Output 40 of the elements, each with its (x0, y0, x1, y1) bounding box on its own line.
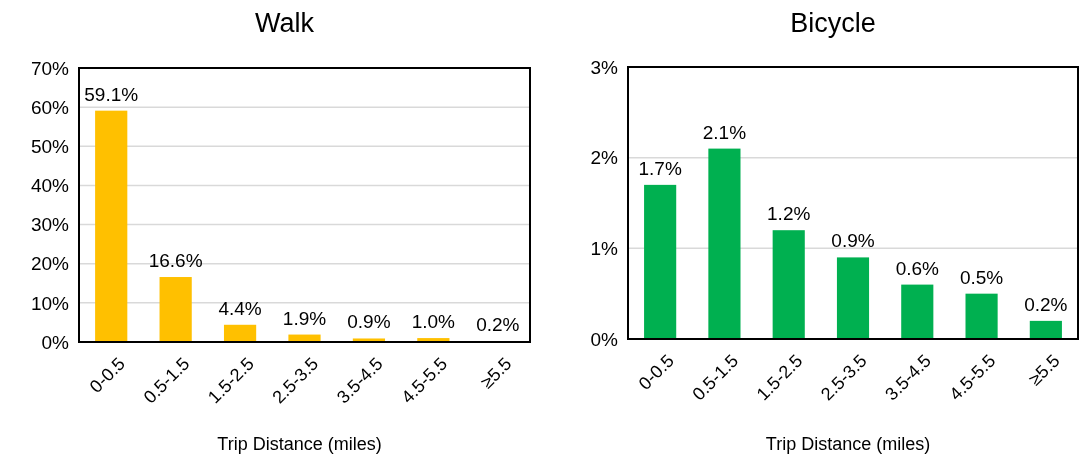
y-tick-label: 50% (30, 135, 70, 157)
bar (95, 110, 128, 342)
data-label: 16.6% (148, 250, 203, 272)
y-tick-label: 0% (41, 331, 70, 353)
y-tick-label: 20% (30, 253, 70, 275)
data-label: 59.1% (84, 83, 139, 105)
bar (1029, 320, 1062, 339)
bar (159, 277, 192, 342)
data-label: 0.2% (476, 314, 520, 336)
bar (772, 230, 805, 339)
data-label: 1.7% (638, 157, 682, 179)
y-tick-label: 30% (30, 214, 70, 236)
x-axis-title: Trip Distance (miles) (217, 434, 382, 454)
data-label: 0.6% (895, 257, 940, 279)
chart-title: Walk (255, 8, 315, 38)
data-label: 2.1% (702, 121, 747, 143)
y-tick-label: 40% (30, 175, 70, 197)
y-tick-label: 0% (590, 328, 619, 350)
data-label: 0.5% (959, 266, 1004, 288)
x-axis-title: Trip Distance (miles) (765, 434, 931, 454)
bar (223, 324, 257, 342)
chart-title: Bicycle (790, 8, 876, 38)
y-tick-label: 1% (590, 237, 619, 259)
y-tick-label: 10% (30, 292, 70, 314)
y-tick-label: 70% (30, 57, 70, 79)
y-tick-label: 2% (590, 147, 619, 169)
bar (708, 148, 741, 339)
y-tick-label: 60% (30, 96, 70, 118)
y-tick-label: 3% (590, 56, 619, 78)
bar (644, 184, 677, 339)
data-label: 0.2% (1024, 293, 1068, 315)
data-label: 1.9% (282, 307, 327, 329)
data-label: 1.2% (767, 203, 811, 225)
bar (901, 284, 934, 339)
bar (836, 257, 870, 339)
data-label: 0.9% (831, 230, 875, 252)
data-label: 0.9% (347, 311, 391, 333)
data-label: 1.0% (411, 311, 456, 333)
data-label: 4.4% (218, 297, 262, 319)
bar (965, 293, 998, 339)
